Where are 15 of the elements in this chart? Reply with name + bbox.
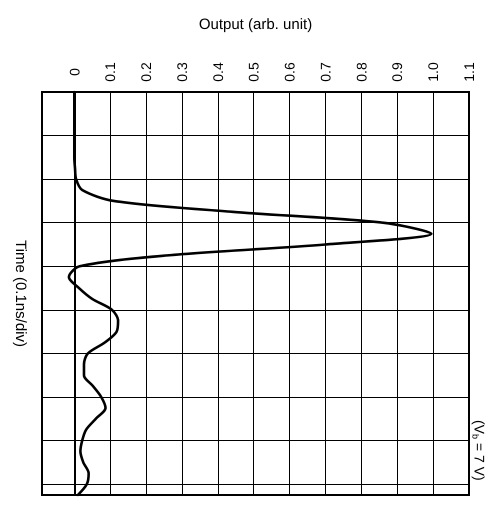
x-tick-label: 1.1 (461, 62, 477, 82)
x-tick-label: 0.8 (353, 62, 370, 82)
x-tick-label: 0 (66, 68, 82, 76)
x-tick-label: 0.3 (174, 62, 190, 82)
x-tick-label: 0.1 (102, 62, 118, 82)
y-axis-title: Time (0.1ns/div) (12, 240, 29, 347)
x-tick-label: 0.6 (282, 62, 298, 82)
text: (Vb = 7 V) (470, 420, 488, 481)
x-tick-label: 0.4 (210, 62, 226, 82)
x-tick-label: 1.0 (425, 62, 442, 82)
x-axis-title: Output (arb. unit) (198, 16, 312, 33)
x-tick-label: 0.7 (317, 62, 334, 82)
x-tick-label: 0.9 (389, 62, 406, 82)
x-tick-label: 0.2 (138, 62, 154, 82)
x-tick-label: 0.5 (246, 62, 262, 82)
